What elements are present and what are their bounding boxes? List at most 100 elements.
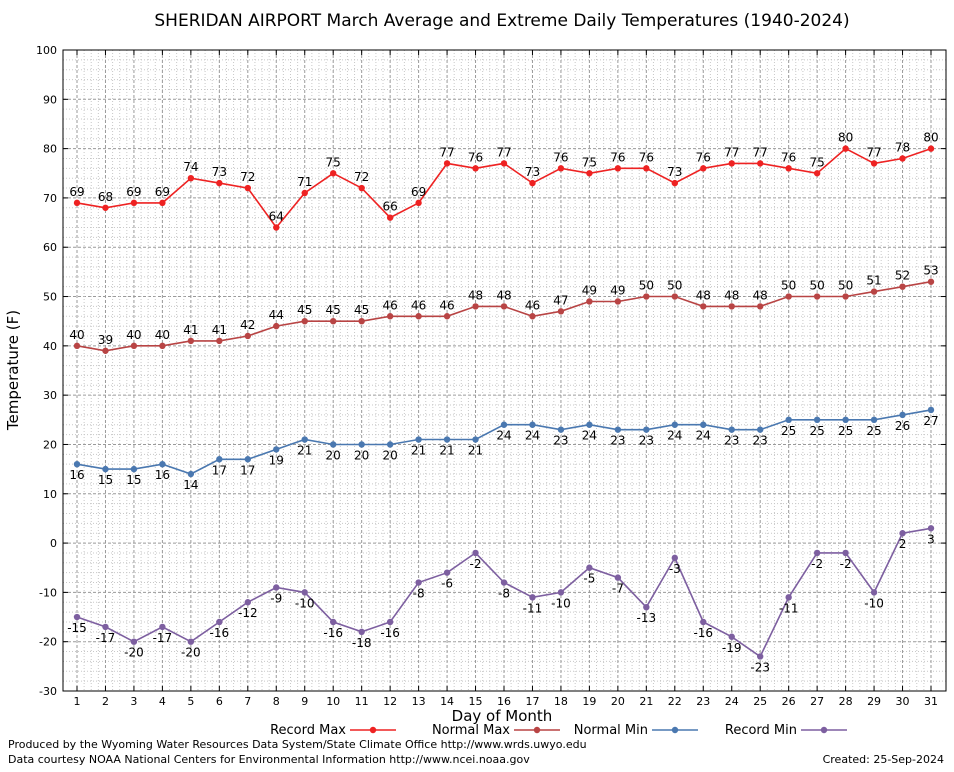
legend-label: Record Max: [270, 723, 346, 738]
normal-min-data-label: 24: [667, 429, 682, 443]
footer-data-courtesy: Data courtesy NOAA National Centers for …: [8, 753, 530, 766]
record-max-point: [500, 160, 508, 167]
normal-max-point: [557, 308, 565, 315]
record-min-data-label: -17: [153, 631, 173, 645]
footer-created: Created: 25-Sep-2024: [823, 753, 944, 766]
legend-item-normal-max: Normal Max: [432, 723, 560, 738]
normal-max-data-label: 48: [753, 288, 768, 302]
series-normal-max: 40 39 40 40 41 41 42 44 45 45 45 46 46 46 48 48 46 47 49 49…: [69, 264, 939, 354]
normal-max-data-label: 48: [696, 288, 711, 302]
x-tick-label: 28: [839, 695, 853, 708]
normal-min-data-label: 24: [496, 429, 511, 443]
normal-min-data-label: 26: [895, 419, 910, 433]
normal-min-point: [529, 421, 536, 428]
record-max-point: [899, 155, 906, 162]
record-max-point: [842, 145, 849, 152]
normal-min-point: [557, 426, 565, 433]
record-min-point: [643, 603, 650, 611]
record-min-data-label: -11: [523, 601, 543, 615]
normal-min-point: [415, 436, 422, 443]
record-min-point: [130, 638, 138, 645]
normal-max-data-label: 50: [838, 279, 853, 293]
record-min-point: [728, 633, 735, 640]
record-max-point: [415, 199, 422, 207]
record-min-point: [187, 638, 195, 645]
x-tick-label: 5: [187, 695, 194, 708]
record-max-data-label: 66: [382, 200, 397, 214]
legend-item-normal-min: Normal Min: [574, 723, 698, 738]
record-max-point: [785, 165, 792, 172]
x-tick-label: 4: [159, 695, 166, 708]
normal-min-point: [244, 456, 251, 463]
x-tick-label: 12: [383, 695, 397, 708]
record-min-point: [813, 549, 821, 557]
normal-max-data-label: 47: [553, 293, 568, 307]
normal-min-point: [216, 456, 223, 463]
normal-min-point: [785, 416, 792, 424]
normal-min-data-label: 24: [582, 429, 597, 443]
normal-max-data-label: 46: [382, 298, 397, 312]
normal-min-point: [301, 436, 308, 443]
record-max-data-label: 76: [696, 150, 711, 164]
y-tick-label: 60: [43, 241, 57, 254]
normal-min-data-label: 25: [781, 424, 796, 438]
record-max-data-label: 73: [667, 165, 682, 179]
x-tick-label: 16: [497, 695, 511, 708]
record-max-point: [443, 160, 451, 167]
normal-min-data-label: 19: [269, 453, 284, 467]
x-tick-label: 29: [867, 695, 881, 708]
record-min-point: [472, 549, 479, 557]
normal-max-point: [785, 293, 792, 300]
normal-min-data-label: 20: [326, 448, 341, 462]
x-tick-label: 10: [326, 695, 340, 708]
normal-max-data-label: 45: [354, 303, 369, 317]
normal-max-point: [187, 337, 195, 345]
normal-max-point: [643, 293, 650, 300]
record-max-point: [728, 160, 735, 167]
normal-min-data-label: 17: [212, 463, 227, 477]
normal-min-point: [73, 460, 81, 468]
record-max-data-label: 76: [610, 150, 625, 164]
normal-max-data-label: 40: [126, 328, 141, 342]
record-min-point: [671, 554, 678, 562]
series-normal-min: 16 15 15 16 14 17 17 19 21 20 20 20 21 21 21 24 24 23 24 23…: [69, 406, 939, 492]
normal-min-point: [671, 421, 678, 428]
record-max-data-label: 75: [809, 155, 824, 169]
x-axis-label: Day of Month: [452, 707, 553, 725]
record-max-data-label: 71: [297, 175, 312, 189]
normal-max-point: [927, 278, 935, 285]
x-tick-label: 1: [74, 695, 81, 708]
x-tick-label: 11: [355, 695, 369, 708]
record-max-data-label: 72: [354, 170, 369, 184]
normal-max-point: [813, 293, 821, 300]
record-min-data-label: -13: [637, 611, 657, 625]
normal-max-point: [899, 283, 906, 290]
grid-lines: [63, 49, 946, 692]
y-tick-label: 90: [43, 93, 57, 106]
normal-min-point: [643, 426, 650, 433]
x-tick-label: 30: [896, 695, 910, 708]
record-min-point: [870, 589, 878, 596]
normal-min-point: [813, 416, 821, 424]
normal-min-data-label: 17: [240, 463, 255, 477]
record-min-data-label: -17: [96, 631, 116, 645]
normal-min-data-label: 21: [411, 444, 426, 458]
record-max-data-label: 73: [525, 165, 540, 179]
record-max-point: [273, 224, 280, 231]
normal-max-data-label: 49: [582, 283, 597, 297]
record-min-data-label: -2: [470, 557, 482, 571]
y-axis-label: Temperature (F): [4, 310, 22, 431]
normal-max-point: [529, 313, 536, 320]
normal-max-point: [586, 298, 593, 305]
record-max-data-label: 80: [838, 131, 853, 145]
record-min-data-label: -2: [811, 557, 823, 571]
normal-max-data-label: 48: [724, 288, 739, 302]
record-min-data-label: -20: [124, 646, 144, 660]
record-min-point: [842, 549, 849, 557]
normal-max-point: [102, 347, 109, 354]
normal-max-point: [415, 313, 422, 320]
y-tick-label: 100: [36, 44, 57, 57]
normal-max-point: [159, 342, 166, 350]
